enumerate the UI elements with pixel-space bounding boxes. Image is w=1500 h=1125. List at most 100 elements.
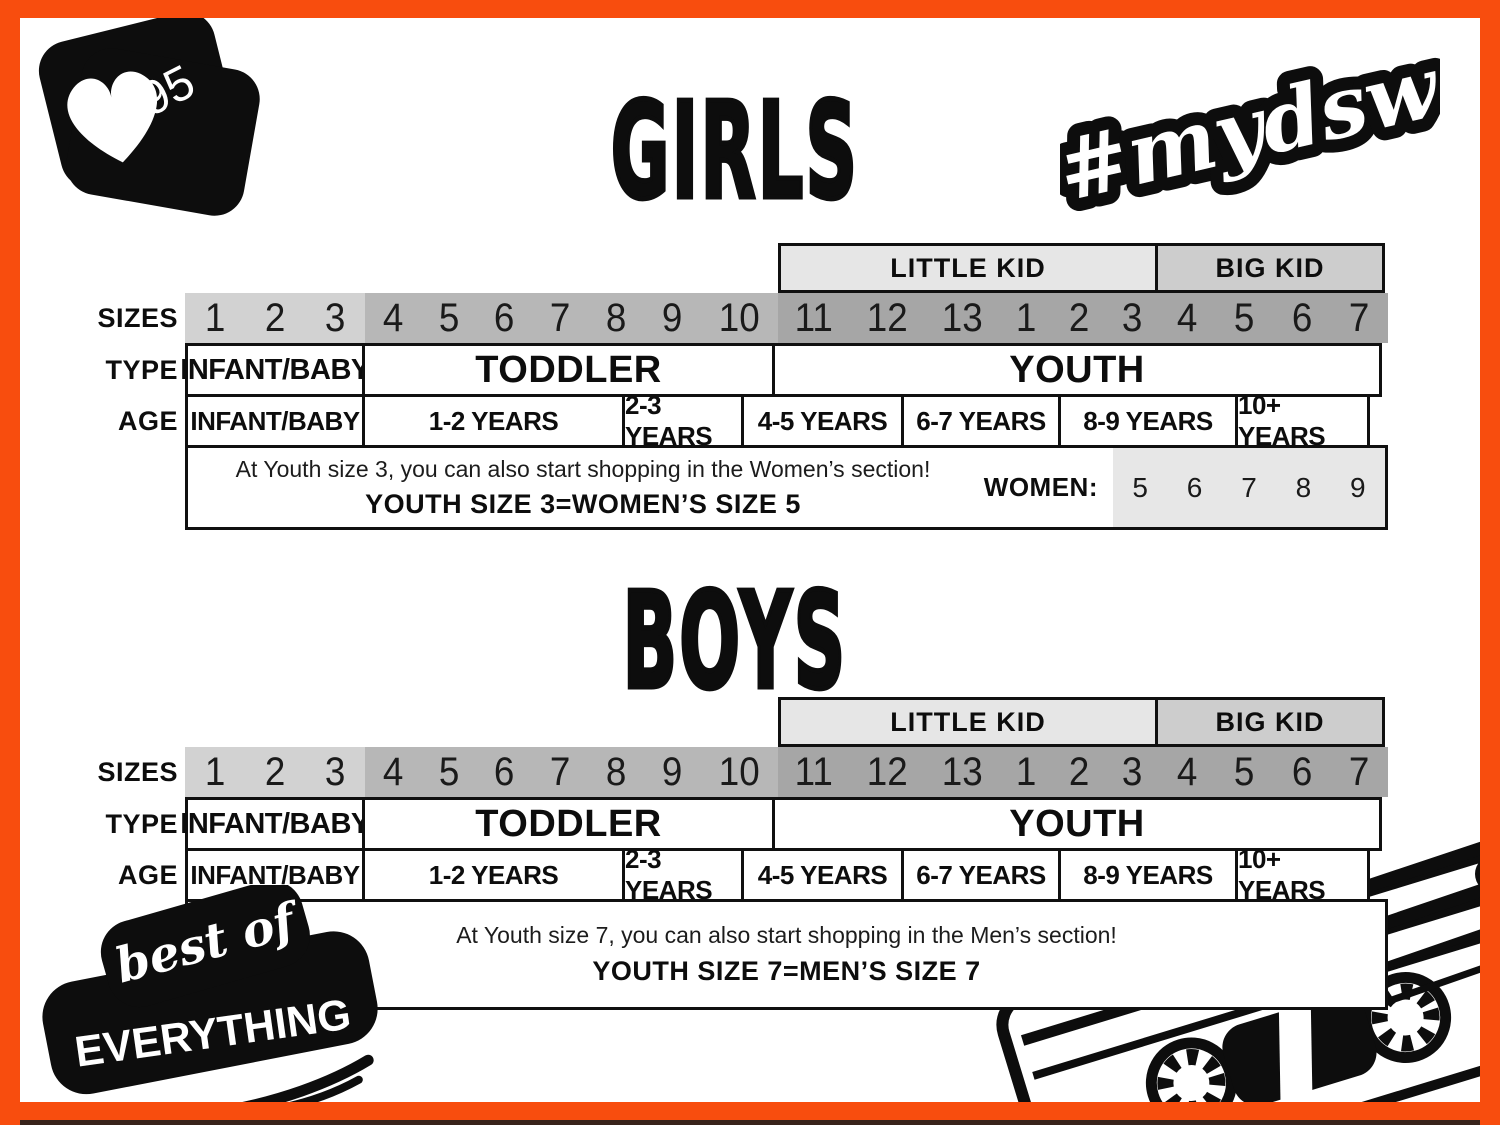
size-value: 6	[494, 749, 515, 794]
age-cell: 10+ YEARS	[1235, 390, 1370, 451]
frame-right	[1480, 0, 1500, 1125]
size-value: 6	[1291, 749, 1312, 794]
age-cell: 2-3 YEARS	[622, 390, 744, 451]
girls-little-kid-sizes: 11 12 13 1 2 3	[778, 293, 1158, 343]
size-value: 1	[1015, 295, 1037, 340]
type-cell: INFANT/BABY	[180, 797, 370, 851]
hashtag-sticker: #mydsw #mydsw	[1060, 23, 1440, 233]
type-cell: YOUTH	[772, 797, 1382, 851]
girls-sizes-row-label: SIZES	[97, 303, 178, 333]
size-value: 13	[941, 749, 983, 794]
boys-title: BOYS	[621, 563, 848, 719]
women-size-value: 6	[1186, 471, 1203, 503]
size-value: 5	[1234, 749, 1255, 794]
size-value: 4	[382, 295, 404, 340]
size-value: 3	[1121, 295, 1142, 340]
type-cell: INFANT/BABY	[180, 343, 370, 397]
women-label: WOMEN:	[983, 472, 1098, 502]
size-value: 7	[1349, 295, 1370, 340]
age-cell: 4-5 YEARS	[741, 848, 904, 902]
boys-big-kid-sizes: 4 5 6 7	[1158, 747, 1388, 797]
size-value: 4	[1176, 749, 1197, 794]
frame-bottom	[0, 1102, 1500, 1120]
girls-little-kid-header: LITTLE KID	[778, 243, 1158, 293]
boys-sizes-row-label: SIZES	[97, 757, 178, 787]
girls-type-row-label: TYPE	[105, 355, 178, 385]
size-value: 2	[1068, 295, 1090, 340]
age-cell: 2-3 YEARS	[622, 844, 744, 905]
girls-big-kid-header: BIG KID	[1155, 243, 1385, 293]
frame-left	[0, 0, 20, 1125]
size-value: 10	[718, 295, 760, 340]
girls-big-kid-sizes: 4 5 6 7	[1158, 293, 1388, 343]
boys-sizes-row: 1 2 3 4 5 6 7 8 9 10 11 12 13 1 2 3 4 5 …	[185, 747, 1388, 797]
size-value: 2	[264, 295, 286, 340]
age-cell: 6-7 YEARS	[901, 848, 1061, 902]
age-cell: 10+ YEARS	[1235, 844, 1370, 905]
women-size-value: 8	[1295, 471, 1312, 503]
women-sizes-strip: 5 6 7 8 9	[1113, 448, 1385, 527]
frame-bottom-shadow	[0, 1120, 1500, 1125]
age-cell: 1-2 YEARS	[362, 394, 625, 448]
hashtag-text: #mydsw	[1060, 36, 1440, 220]
girls-age-row: INFANT/BABY 1-2 YEARS 2-3 YEARS 4-5 YEAR…	[185, 390, 1370, 451]
big-kid-label: BIG KID	[1215, 252, 1325, 283]
size-value: 5	[1234, 295, 1255, 340]
girls-kid-header-row: LITTLE KID BIG KID	[778, 243, 1385, 293]
women-size-value: 9	[1349, 471, 1366, 503]
size-value: 7	[550, 749, 571, 794]
size-value: 2	[264, 749, 286, 794]
girls-toddler-sizes: 4 5 6 7 8 9 10	[365, 293, 778, 343]
frame-top	[0, 0, 1500, 18]
boys-type-row-label: TYPE	[105, 809, 178, 839]
girls-title: GIRLS	[609, 73, 860, 229]
size-value: 7	[550, 295, 571, 340]
size-value: 5	[438, 749, 459, 794]
boys-type-row: INFANT/BABY TODDLER YOUTH	[180, 797, 1382, 851]
size-value: 10	[718, 749, 760, 794]
boys-kid-header-row: LITTLE KID BIG KID	[778, 697, 1385, 747]
girls-note-line2: YOUTH SIZE 3=WOMEN’S SIZE 5	[365, 488, 801, 519]
size-value: 9	[661, 295, 683, 340]
size-value: 1	[204, 295, 226, 340]
boys-little-kid-header: LITTLE KID	[778, 697, 1158, 747]
age-cell: 8-9 YEARS	[1058, 394, 1238, 448]
age-cell: 4-5 YEARS	[741, 394, 904, 448]
age-cell: 1-2 YEARS	[362, 848, 625, 902]
size-value: 4	[1176, 295, 1197, 340]
boys-note-line1: At Youth size 7, you can also start shop…	[456, 922, 1117, 948]
size-value: 2	[1068, 749, 1090, 794]
size-value: 6	[1291, 295, 1312, 340]
type-cell: TODDLER	[362, 797, 775, 851]
women-size-value: 7	[1241, 471, 1257, 503]
type-cell: YOUTH	[772, 343, 1382, 397]
girls-note-text: At Youth size 3, you can also start shop…	[198, 448, 968, 527]
size-value: 9	[661, 749, 683, 794]
size-value: 1	[204, 749, 226, 794]
girls-note-row: At Youth size 3, you can also start shop…	[185, 445, 1388, 530]
type-cell: TODDLER	[362, 343, 775, 397]
size-value: 6	[494, 295, 515, 340]
age-cell: 6-7 YEARS	[901, 394, 1061, 448]
little-kid-label: LITTLE KID	[890, 706, 1046, 737]
size-value: 3	[324, 295, 346, 340]
little-kid-label: LITTLE KID	[890, 252, 1046, 283]
size-value: 11	[794, 295, 834, 340]
size-value: 7	[1349, 749, 1370, 794]
boys-big-kid-header: BIG KID	[1155, 697, 1385, 747]
size-value: 12	[866, 295, 908, 340]
boys-note-text: At Youth size 7, you can also start shop…	[188, 902, 1385, 1007]
size-value: 3	[1121, 749, 1142, 794]
size-value: 1	[1015, 749, 1037, 794]
boys-little-kid-sizes: 11 12 13 1 2 3	[778, 747, 1158, 797]
likes-sticker: 95	[38, 11, 260, 216]
girls-infant-sizes: 1 2 3	[185, 293, 365, 343]
boys-toddler-sizes: 4 5 6 7 8 9 10	[365, 747, 778, 797]
big-kid-label: BIG KID	[1215, 706, 1325, 737]
girls-age-row-label: AGE	[117, 406, 178, 436]
age-cell: 8-9 YEARS	[1058, 848, 1238, 902]
girls-sizes-row: 1 2 3 4 5 6 7 8 9 10 11 12 13 1 2 3 4 5 …	[185, 293, 1388, 343]
size-value: 8	[605, 749, 627, 794]
women-size-value: 5	[1132, 471, 1148, 503]
